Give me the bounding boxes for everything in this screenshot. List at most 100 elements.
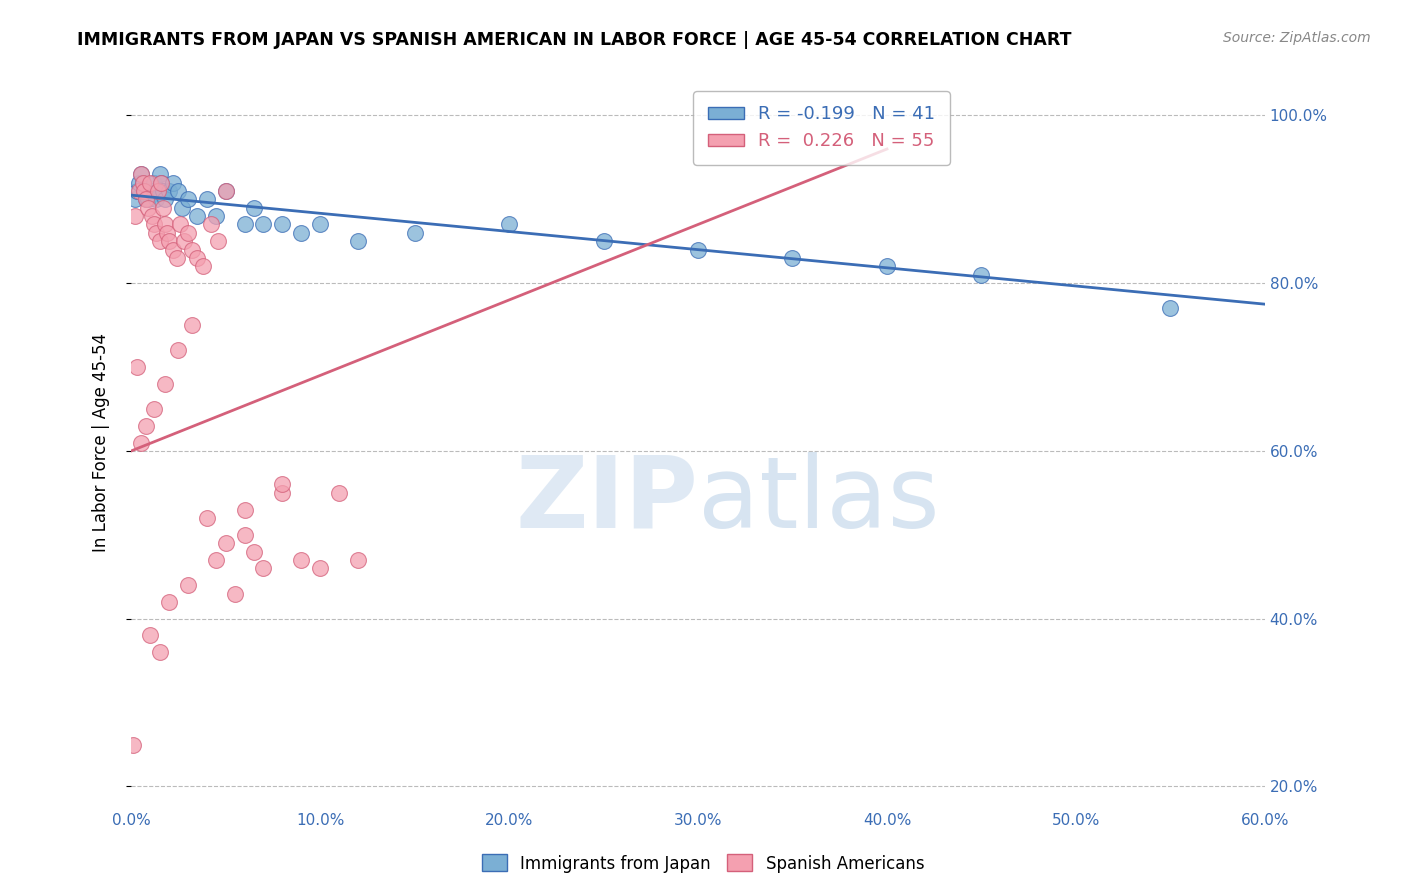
Point — [172, 201, 194, 215]
Point — [186, 251, 208, 265]
Point — [152, 201, 174, 215]
Point — [148, 167, 170, 181]
Point — [207, 234, 229, 248]
Point — [142, 402, 165, 417]
Text: ZIP: ZIP — [515, 451, 697, 549]
Point — [134, 184, 156, 198]
Point — [167, 184, 190, 198]
Point — [309, 561, 332, 575]
Point — [271, 477, 294, 491]
Point — [224, 586, 246, 600]
Point — [243, 544, 266, 558]
Point — [124, 192, 146, 206]
Point — [233, 218, 256, 232]
Point — [122, 738, 145, 752]
Point — [142, 218, 165, 232]
Point — [128, 184, 150, 198]
Point — [177, 192, 200, 206]
Point — [177, 226, 200, 240]
Point — [271, 486, 294, 500]
Point — [200, 218, 222, 232]
Point — [498, 218, 520, 232]
Point — [146, 184, 169, 198]
Point — [233, 528, 256, 542]
Point — [150, 176, 173, 190]
Point — [404, 226, 426, 240]
Point — [131, 176, 153, 190]
Point — [195, 192, 218, 206]
Point — [169, 218, 191, 232]
Point — [186, 209, 208, 223]
Legend: Immigrants from Japan, Spanish Americans: Immigrants from Japan, Spanish Americans — [475, 847, 931, 880]
Point — [233, 502, 256, 516]
Point — [970, 268, 993, 282]
Point — [1159, 301, 1181, 316]
Point — [131, 176, 153, 190]
Point — [146, 184, 169, 198]
Point — [167, 343, 190, 358]
Point — [347, 553, 370, 567]
Point — [205, 553, 228, 567]
Point — [252, 218, 274, 232]
Point — [153, 192, 176, 206]
Point — [128, 176, 150, 190]
Point — [173, 234, 195, 248]
Point — [162, 176, 184, 190]
Point — [191, 260, 214, 274]
Point — [145, 192, 167, 206]
Point — [152, 184, 174, 198]
Point — [150, 176, 173, 190]
Point — [162, 243, 184, 257]
Point — [290, 553, 312, 567]
Point — [135, 192, 157, 206]
Point — [141, 184, 163, 198]
Point — [134, 184, 156, 198]
Point — [148, 234, 170, 248]
Point — [166, 251, 188, 265]
Point — [148, 645, 170, 659]
Point — [135, 418, 157, 433]
Point — [782, 251, 804, 265]
Text: IMMIGRANTS FROM JAPAN VS SPANISH AMERICAN IN LABOR FORCE | AGE 45-54 CORRELATION: IMMIGRANTS FROM JAPAN VS SPANISH AMERICA… — [77, 31, 1071, 49]
Point — [129, 167, 152, 181]
Point — [124, 209, 146, 223]
Point — [139, 176, 162, 190]
Point — [157, 184, 180, 198]
Y-axis label: In Labor Force | Age 45-54: In Labor Force | Age 45-54 — [93, 333, 110, 552]
Point — [592, 234, 614, 248]
Point — [876, 260, 898, 274]
Point — [156, 226, 179, 240]
Point — [347, 234, 370, 248]
Point — [139, 628, 162, 642]
Point — [205, 209, 228, 223]
Point — [214, 536, 236, 550]
Point — [135, 192, 157, 206]
Point — [157, 595, 180, 609]
Point — [686, 243, 709, 257]
Point — [139, 184, 162, 198]
Point — [177, 578, 200, 592]
Point — [142, 176, 165, 190]
Point — [290, 226, 312, 240]
Point — [129, 435, 152, 450]
Point — [328, 486, 350, 500]
Point — [129, 167, 152, 181]
Point — [252, 561, 274, 575]
Point — [157, 234, 180, 248]
Legend: R = -0.199   N = 41, R =  0.226   N = 55: R = -0.199 N = 41, R = 0.226 N = 55 — [693, 91, 949, 165]
Text: atlas: atlas — [697, 451, 939, 549]
Point — [195, 511, 218, 525]
Point — [309, 218, 332, 232]
Point — [153, 218, 176, 232]
Point — [125, 184, 148, 198]
Point — [153, 376, 176, 391]
Point — [214, 184, 236, 198]
Text: Source: ZipAtlas.com: Source: ZipAtlas.com — [1223, 31, 1371, 45]
Point — [243, 201, 266, 215]
Point — [180, 318, 202, 333]
Point — [180, 243, 202, 257]
Point — [141, 209, 163, 223]
Point — [271, 218, 294, 232]
Point — [136, 192, 159, 206]
Point — [136, 201, 159, 215]
